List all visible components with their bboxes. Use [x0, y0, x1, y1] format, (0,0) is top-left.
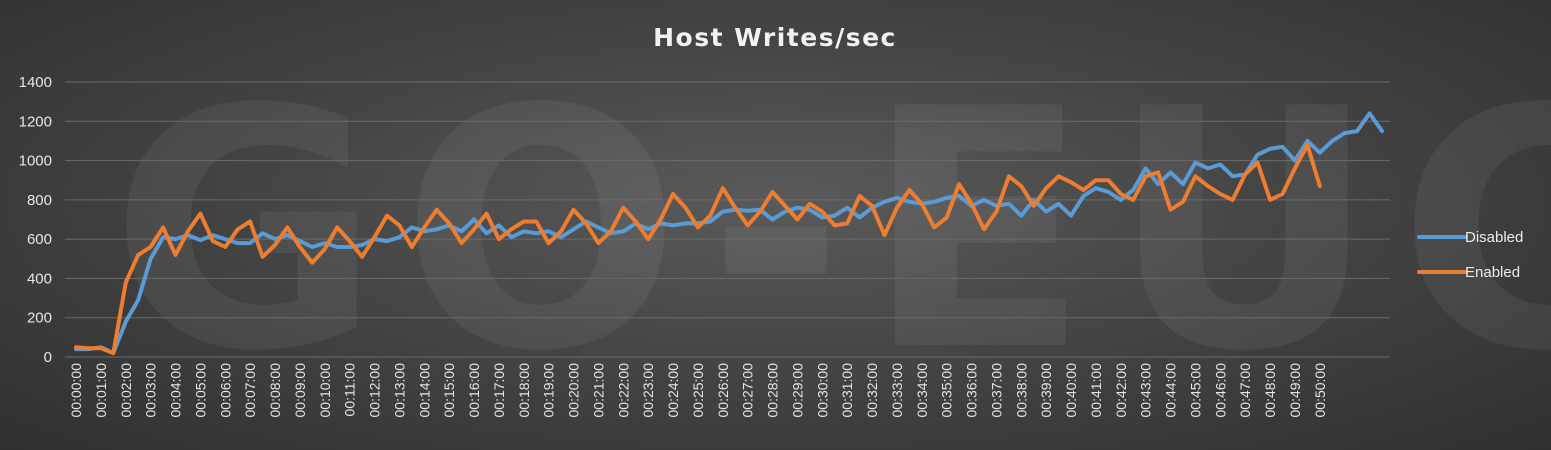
x-tick-label: 00:03:00: [143, 363, 159, 418]
x-tick-label: 00:28:00: [765, 363, 781, 418]
x-tick-label: 00:33:00: [889, 363, 905, 418]
x-tick-label: 00:04:00: [168, 363, 184, 418]
x-tick-label: 00:30:00: [814, 363, 830, 418]
y-tick-label: 1000: [19, 153, 52, 170]
x-tick-label: 00:15:00: [441, 363, 457, 418]
x-tick-label: 00:29:00: [789, 363, 805, 418]
x-tick-label: 00:27:00: [740, 363, 756, 418]
x-tick-label: 00:39:00: [1038, 363, 1054, 418]
x-tick-label: 00:19:00: [541, 363, 557, 418]
y-tick-label: 1400: [19, 74, 52, 91]
x-tick-label: 00:47:00: [1237, 363, 1253, 418]
x-tick-label: 00:07:00: [242, 363, 258, 418]
x-tick-label: 00:09:00: [292, 363, 308, 418]
x-tick-label: 00:36:00: [964, 363, 980, 418]
x-tick-label: 00:35:00: [939, 363, 955, 418]
y-axis: 0 200 400 600 800 1000 1200 1400: [19, 74, 52, 366]
x-tick-label: 00:10:00: [317, 363, 333, 418]
x-tick-label: 00:21:00: [590, 363, 606, 418]
y-tick-label: 200: [27, 310, 52, 327]
x-tick-label: 00:02:00: [118, 363, 134, 418]
x-tick-label: 00:38:00: [1013, 363, 1029, 418]
x-tick-label: 00:48:00: [1262, 363, 1278, 418]
legend-label: Enabled: [1465, 264, 1520, 281]
x-tick-label: 00:20:00: [566, 363, 582, 418]
y-tick-label: 600: [27, 231, 52, 248]
y-tick-label: 400: [27, 270, 52, 287]
x-tick-label: 00:34:00: [914, 363, 930, 418]
x-tick-label: 00:17:00: [491, 363, 507, 418]
legend-label: Disabled: [1465, 229, 1523, 246]
x-tick-label: 00:06:00: [217, 363, 233, 418]
x-tick-label: 00:24:00: [665, 363, 681, 418]
x-tick-label: 00:40:00: [1063, 363, 1079, 418]
y-tick-label: 800: [27, 192, 52, 209]
x-tick-label: 00:37:00: [988, 363, 1004, 418]
x-tick-label: 00:49:00: [1287, 363, 1303, 418]
x-tick-label: 00:08:00: [267, 363, 283, 418]
x-tick-label: 00:31:00: [839, 363, 855, 418]
x-tick-label: 00:05:00: [192, 363, 208, 418]
x-tick-label: 00:00:00: [68, 363, 84, 418]
x-tick-label: 00:18:00: [516, 363, 532, 418]
x-tick-label: 00:22:00: [615, 363, 631, 418]
x-tick-label: 00:14:00: [416, 363, 432, 418]
x-tick-label: 00:25:00: [690, 363, 706, 418]
x-tick-label: 00:26:00: [715, 363, 731, 418]
x-tick-label: 00:12:00: [367, 363, 383, 418]
x-tick-label: 00:46:00: [1212, 363, 1228, 418]
x-tick-label: 00:16:00: [466, 363, 482, 418]
x-tick-label: 00:01:00: [93, 363, 109, 418]
x-tick-label: 00:23:00: [640, 363, 656, 418]
x-tick-label: 00:43:00: [1138, 363, 1154, 418]
x-tick-label: 00:50:00: [1312, 363, 1328, 418]
y-tick-label: 1200: [19, 113, 52, 130]
x-tick-label: 00:42:00: [1113, 363, 1129, 418]
x-tick-label: 00:13:00: [391, 363, 407, 418]
chart-title: Host Writes/sec: [653, 23, 897, 52]
x-tick-label: 00:32:00: [864, 363, 880, 418]
x-tick-label: 00:41:00: [1088, 363, 1104, 418]
y-tick-label: 0: [44, 349, 52, 366]
x-tick-label: 00:11:00: [342, 363, 358, 417]
x-tick-label: 00:45:00: [1187, 363, 1203, 418]
x-axis: 00:00:00 00:01:00 00:02:00 00:03:00 00:04:00…: [68, 363, 1328, 418]
x-tick-label: 00:44:00: [1163, 363, 1179, 418]
